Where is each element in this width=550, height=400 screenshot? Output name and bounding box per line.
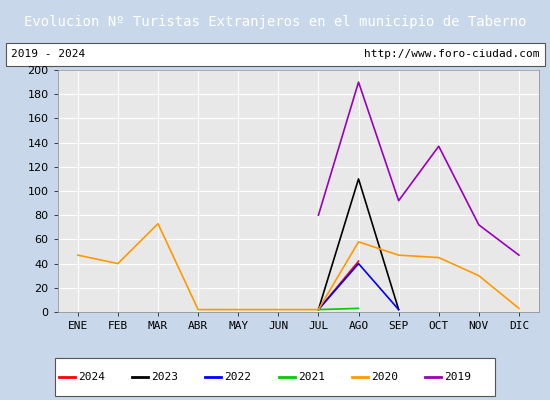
Text: Evolucion Nº Turistas Extranjeros en el municipio de Taberno: Evolucion Nº Turistas Extranjeros en el … (24, 15, 526, 29)
Text: 2019: 2019 (444, 372, 471, 382)
Text: 2019 - 2024: 2019 - 2024 (11, 49, 85, 59)
Text: 2021: 2021 (298, 372, 324, 382)
Text: 2020: 2020 (371, 372, 398, 382)
Text: 2024: 2024 (78, 372, 104, 382)
Text: 2023: 2023 (151, 372, 178, 382)
FancyBboxPatch shape (6, 43, 544, 66)
Text: 2022: 2022 (224, 372, 251, 382)
Text: http://www.foro-ciudad.com: http://www.foro-ciudad.com (364, 49, 539, 59)
FancyBboxPatch shape (55, 358, 495, 396)
